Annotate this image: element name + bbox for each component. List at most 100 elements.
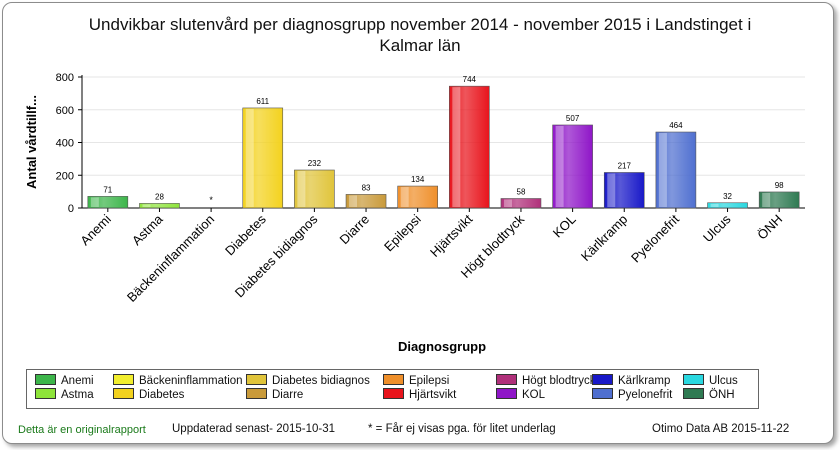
x-tick-label: Kärlkramp bbox=[578, 212, 631, 265]
data-label: 464 bbox=[669, 121, 683, 130]
data-label: 507 bbox=[566, 114, 580, 123]
note-text: * = Får ej visas pga. för litet underlag bbox=[368, 423, 556, 435]
legend-swatch bbox=[496, 388, 517, 399]
legend-swatch bbox=[35, 374, 56, 385]
bar bbox=[139, 203, 180, 209]
legend-swatch bbox=[383, 388, 404, 399]
bar-highlight bbox=[658, 133, 667, 207]
bar-highlight bbox=[90, 197, 99, 207]
legend-label: KOL bbox=[522, 389, 546, 401]
legend-label: Diabetes bbox=[139, 389, 185, 401]
bar-highlight bbox=[710, 203, 719, 207]
legend-item: KOL bbox=[496, 388, 545, 401]
data-label: 28 bbox=[155, 192, 164, 201]
legend-item: Diarre bbox=[246, 388, 303, 401]
updated-text: Uppdaterad senast- 2015-10-31 bbox=[172, 423, 336, 435]
data-label: 58 bbox=[517, 188, 526, 197]
legend-item: Kärlkramp bbox=[592, 374, 670, 387]
bar bbox=[242, 107, 284, 209]
bar-highlight bbox=[607, 173, 616, 207]
legend-item: Astma bbox=[35, 388, 94, 401]
original-report-link[interactable]: Detta är en originalrapport bbox=[18, 424, 146, 436]
legend-swatch bbox=[246, 374, 267, 385]
chart-legend: Anemi Astma Bäckeninflammation Diabetes Diab… bbox=[26, 369, 759, 409]
bar-highlight bbox=[400, 187, 409, 207]
bar bbox=[707, 202, 748, 209]
legend-item: Bäckeninflammation bbox=[113, 374, 243, 387]
data-label: 744 bbox=[463, 75, 477, 84]
x-tick-label: Astma bbox=[129, 211, 166, 248]
legend-label: Pyelonefrit bbox=[618, 389, 673, 401]
data-label: 83 bbox=[362, 183, 371, 192]
bar bbox=[758, 191, 800, 209]
y-tick-label: 0 bbox=[68, 203, 74, 215]
data-label: 217 bbox=[618, 161, 632, 170]
legend-item: ÖNH bbox=[683, 388, 735, 401]
bar-highlight bbox=[452, 87, 461, 207]
y-tick-label: 800 bbox=[56, 72, 74, 84]
x-tick-label: Pyelonefrit bbox=[628, 211, 682, 265]
legend-item: Anemi bbox=[35, 374, 94, 387]
bar-highlight bbox=[349, 195, 358, 207]
legend-label: Ulcus bbox=[709, 375, 738, 387]
data-label: 98 bbox=[775, 181, 784, 190]
legend-label: Kärlkramp bbox=[618, 375, 671, 387]
legend-label: Högt blodtryck bbox=[522, 375, 596, 387]
x-tick-label: Bäckeninflammation bbox=[124, 212, 217, 305]
x-tick-label: Hjärtsvikt bbox=[427, 211, 476, 260]
bar-highlight bbox=[503, 199, 512, 207]
data-label: 232 bbox=[308, 159, 322, 168]
bar-highlight bbox=[762, 192, 771, 207]
y-tick-label: 400 bbox=[56, 138, 74, 150]
x-tick-label: KOL bbox=[550, 212, 579, 241]
legend-swatch bbox=[683, 374, 704, 385]
legend-item: Högt blodtryck bbox=[496, 374, 596, 387]
legend-item: Diabetes bidiagnos bbox=[246, 374, 370, 387]
bar bbox=[345, 194, 387, 209]
legend-label: Anemi bbox=[61, 375, 94, 387]
y-tick-label: 600 bbox=[56, 105, 74, 117]
x-axis-label: Diagnosgrupp bbox=[398, 339, 486, 354]
bar-highlight bbox=[245, 108, 254, 207]
legend-label: Diarre bbox=[272, 389, 304, 401]
legend-swatch bbox=[592, 388, 613, 399]
x-tick-label: Diarre bbox=[337, 212, 373, 248]
legend-item: Diabetes bbox=[113, 388, 184, 401]
y-axis-label: Antal vårdtillf... bbox=[24, 95, 39, 189]
data-label: 32 bbox=[723, 192, 732, 201]
legend-swatch bbox=[113, 374, 134, 385]
legend-label: Bäckeninflammation bbox=[139, 375, 243, 387]
legend-swatch bbox=[592, 374, 613, 385]
legend-item: Ulcus bbox=[683, 374, 738, 387]
data-label: 71 bbox=[103, 185, 112, 194]
legend-swatch bbox=[113, 388, 134, 399]
bar bbox=[397, 185, 438, 209]
x-tick-label: Epilepsi bbox=[381, 211, 424, 254]
legend-swatch bbox=[35, 388, 56, 399]
legend-label: Hjärtsvikt bbox=[409, 389, 457, 401]
legend-item: Epilepsi bbox=[383, 374, 449, 387]
legend-item: Hjärtsvikt bbox=[383, 388, 456, 401]
bar bbox=[603, 172, 645, 209]
bar bbox=[500, 198, 542, 209]
bar bbox=[449, 85, 490, 209]
y-tick-label: 200 bbox=[56, 170, 74, 182]
bar bbox=[552, 124, 593, 209]
x-tick-label: Anemi bbox=[77, 211, 114, 248]
legend-label: Epilepsi bbox=[409, 375, 450, 387]
bar-highlight bbox=[555, 125, 564, 207]
legend-swatch bbox=[383, 374, 404, 385]
data-label: 134 bbox=[411, 175, 425, 184]
bar bbox=[294, 169, 335, 209]
bar bbox=[87, 196, 129, 209]
legend-swatch bbox=[496, 374, 517, 385]
data-label: 611 bbox=[256, 97, 269, 106]
x-tick-label: Diabetes bbox=[222, 211, 269, 258]
bar-highlight bbox=[142, 204, 151, 207]
legend-swatch bbox=[246, 388, 267, 399]
bar-highlight bbox=[297, 171, 306, 207]
data-label: * bbox=[209, 195, 213, 205]
x-tick-label: ÖNH bbox=[754, 212, 785, 243]
x-tick-label: Ulcus bbox=[700, 211, 734, 245]
